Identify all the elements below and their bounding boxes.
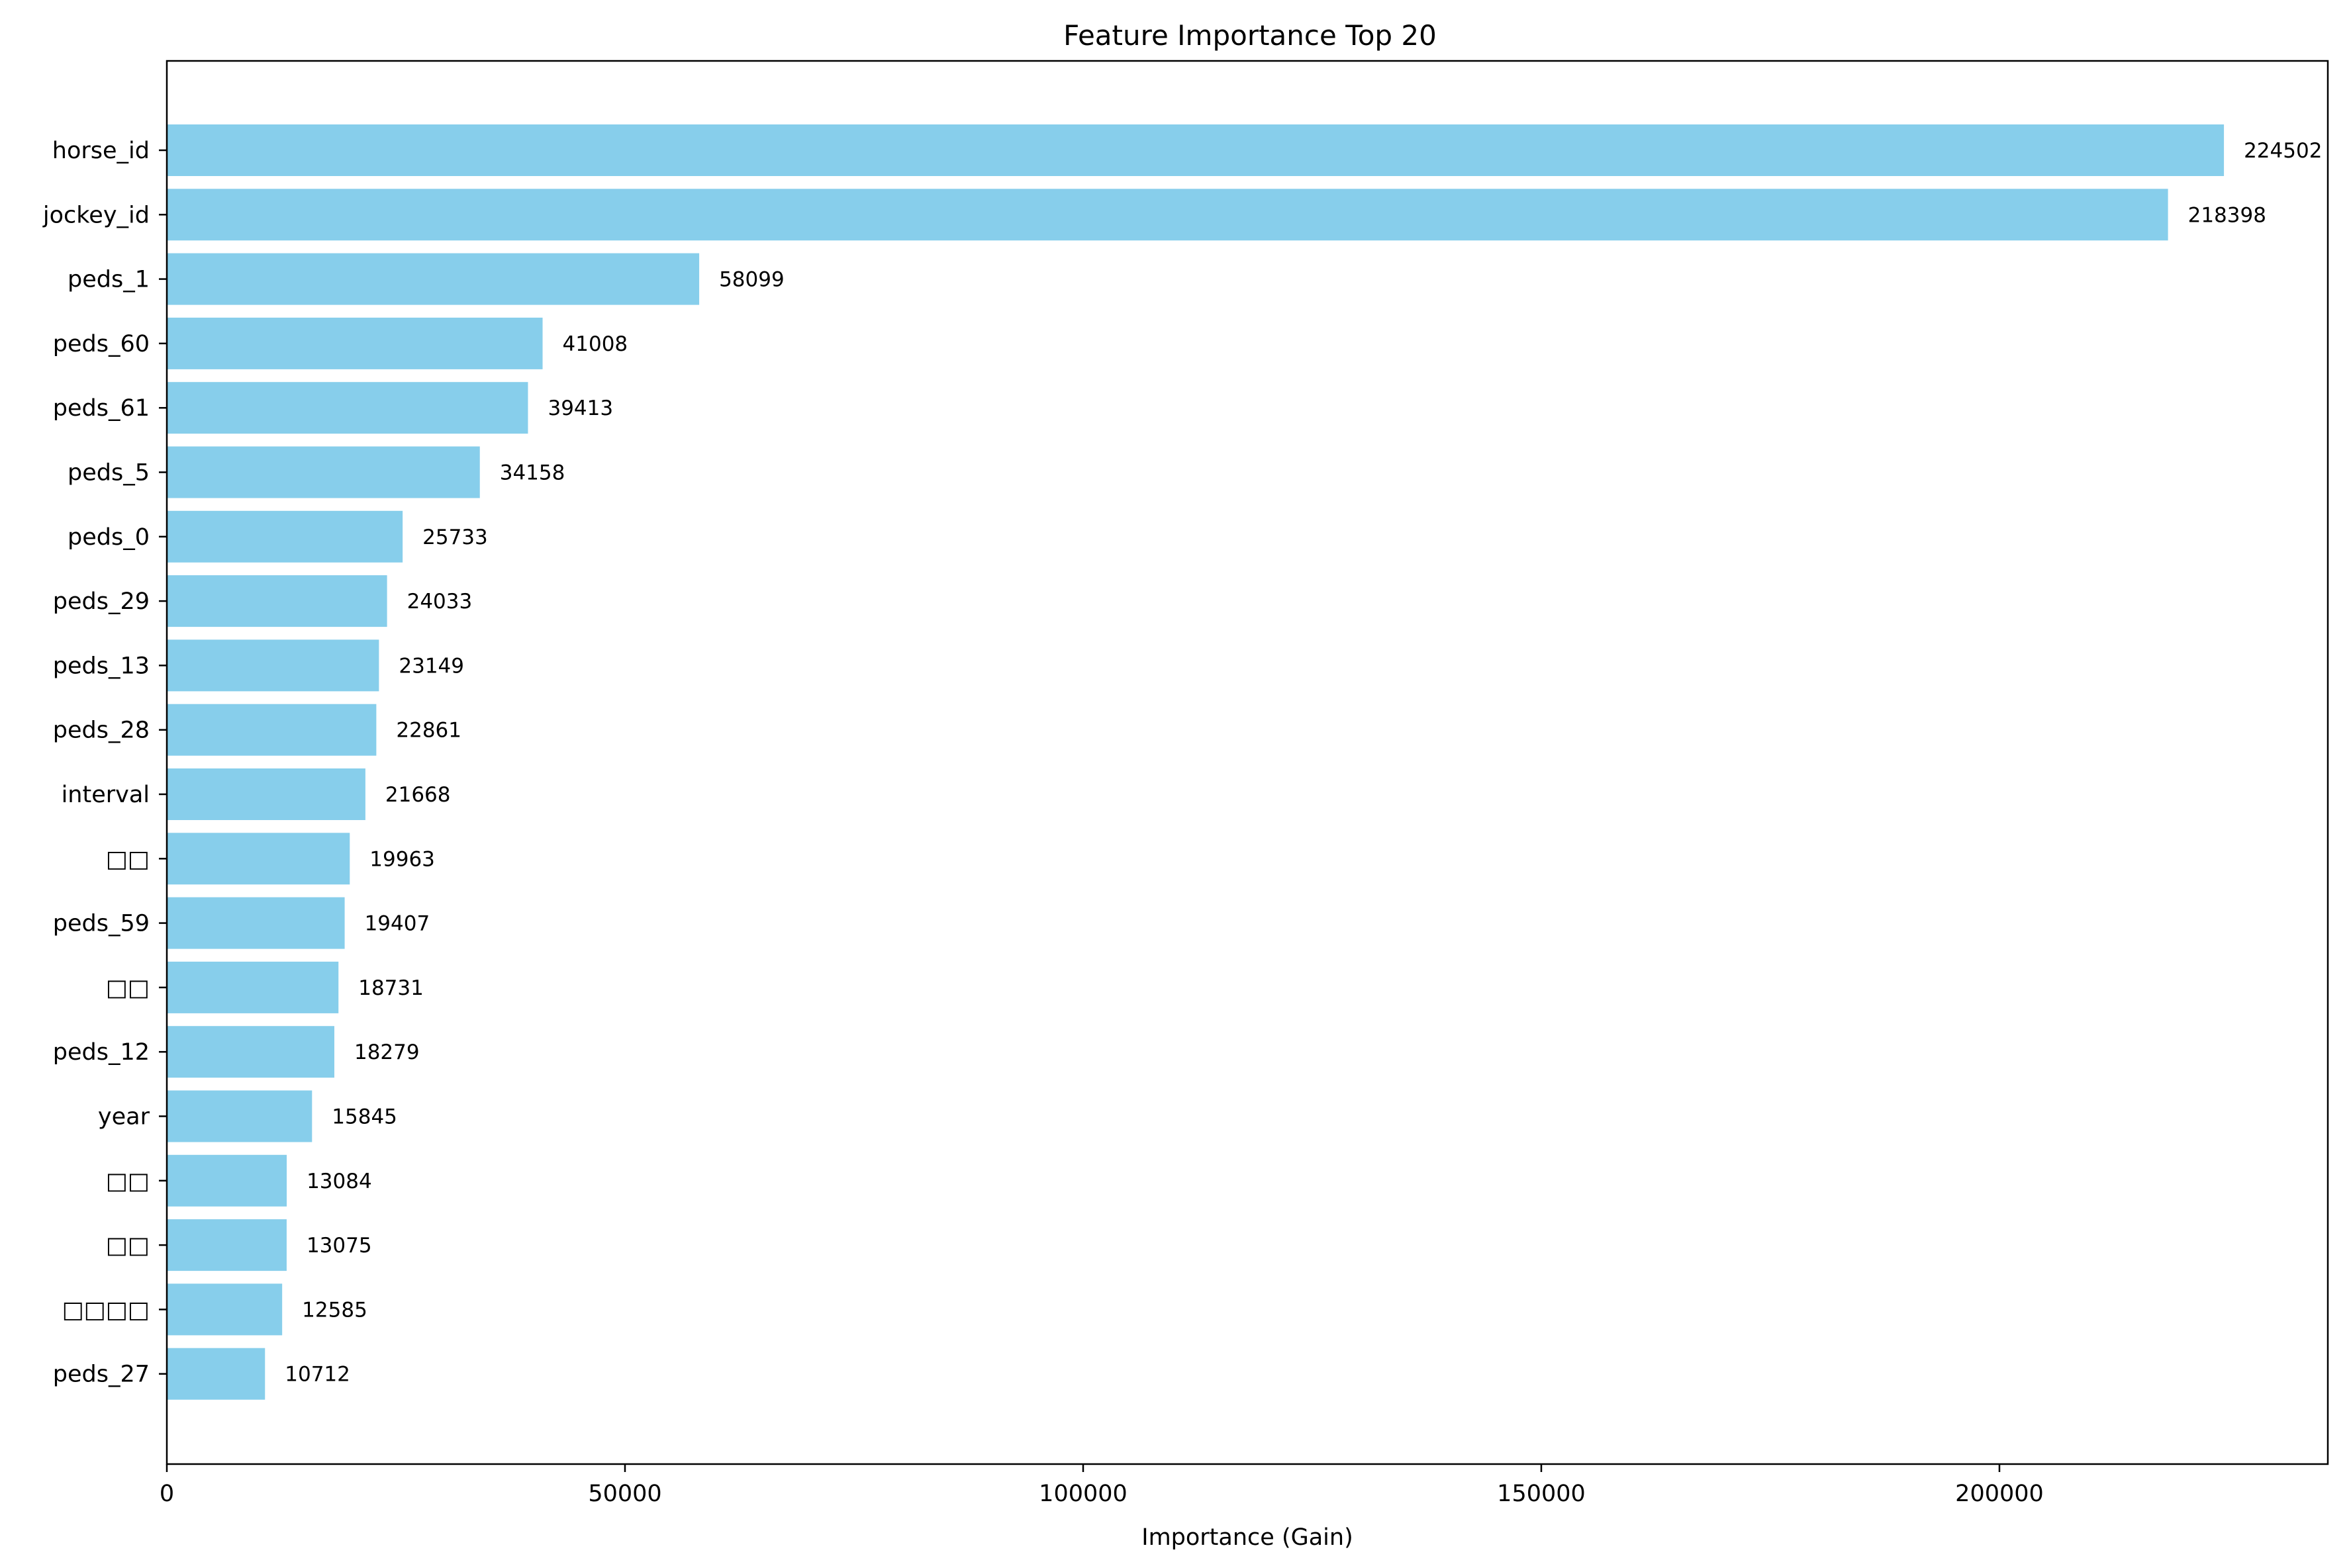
bar-14 — [167, 1026, 334, 1078]
bar-11 — [167, 833, 350, 885]
bar-10 — [167, 768, 365, 820]
data-label-15: 15845 — [332, 1105, 397, 1129]
x-axis-ticks: 0 50000 100000 150000 200000 — [160, 1464, 2044, 1507]
bar-5 — [167, 446, 480, 498]
y-tick-label-13: □□ — [106, 975, 150, 1001]
bar-2 — [167, 253, 700, 305]
bar-7 — [167, 575, 387, 627]
data-label-3: 41008 — [563, 332, 628, 356]
y-tick-label-9: peds_28 — [53, 717, 150, 744]
bars-layer — [167, 124, 2225, 1400]
bar-18 — [167, 1283, 283, 1336]
bar-15 — [167, 1090, 312, 1142]
bar-6 — [167, 510, 403, 563]
y-axis-ticks: horse_id jockey_id peds_1 peds_60 peds_61ped… — [42, 138, 167, 1388]
bar-16 — [167, 1154, 287, 1207]
y-tick-label-17: □□ — [106, 1232, 150, 1259]
bar-8 — [167, 639, 379, 692]
bar-12 — [167, 897, 345, 949]
data-label-0: 224502 — [2244, 139, 2322, 163]
bar-17 — [167, 1219, 287, 1271]
y-tick-label-8: peds_13 — [53, 653, 150, 679]
chart-title: Feature Importance Top 20 — [1063, 19, 1437, 52]
data-label-12: 19407 — [365, 912, 430, 936]
bar-1 — [167, 189, 2168, 241]
y-tick-label-4: peds_61 — [53, 395, 150, 422]
x-tick-label-2: 100000 — [1039, 1481, 1128, 1507]
data-label-19: 10712 — [285, 1363, 350, 1387]
y-tick-label-3: peds_60 — [53, 331, 150, 357]
x-tick-label-4: 200000 — [1955, 1481, 2044, 1507]
data-label-1: 218398 — [2188, 203, 2266, 227]
x-tick-label-1: 50000 — [588, 1481, 661, 1507]
y-tick-label-2: peds_1 — [68, 267, 150, 293]
data-label-17: 13075 — [307, 1234, 372, 1258]
y-tick-label-0: horse_id — [52, 138, 150, 164]
data-label-4: 39413 — [548, 396, 613, 420]
data-label-7: 24033 — [407, 590, 473, 614]
plot-frame — [166, 60, 2329, 1465]
data-label-10: 21668 — [385, 783, 451, 807]
data-label-14: 18279 — [354, 1040, 420, 1064]
data-label-5: 34158 — [500, 461, 565, 485]
bar-4 — [167, 382, 528, 434]
y-tick-label-14: peds_12 — [53, 1039, 150, 1066]
data-label-16: 13084 — [307, 1170, 372, 1193]
data-label-9: 22861 — [396, 719, 461, 743]
y-tick-label-11: □□ — [106, 846, 150, 872]
bar-3 — [167, 317, 543, 369]
y-tick-label-15: year — [98, 1104, 150, 1130]
y-tick-label-10: interval — [62, 782, 150, 808]
y-tick-label-5: peds_5 — [68, 460, 150, 486]
y-tick-label-7: peds_29 — [53, 588, 150, 615]
data-label-2: 58099 — [719, 268, 785, 292]
data-label-6: 25733 — [422, 526, 488, 549]
bar-19 — [167, 1348, 265, 1400]
data-label-13: 18731 — [358, 976, 424, 1000]
data-labels-layer: 224502 218398 58099 41008 39413 34158 25733 240… — [285, 139, 2322, 1387]
y-tick-label-12: peds_59 — [53, 911, 150, 937]
data-label-18: 12585 — [302, 1298, 367, 1322]
x-axis-label: Importance (Gain) — [1141, 1524, 1353, 1551]
y-tick-label-19: peds_27 — [53, 1361, 150, 1388]
data-label-8: 23149 — [399, 654, 464, 678]
y-tick-label-16: □□ — [106, 1168, 150, 1195]
x-tick-label-3: 150000 — [1497, 1481, 1586, 1507]
y-tick-label-18: □□□□ — [62, 1297, 150, 1323]
data-label-11: 19963 — [369, 847, 435, 871]
y-tick-label-1: jockey_id — [42, 202, 150, 228]
x-tick-label-0: 0 — [160, 1481, 174, 1507]
bar-13 — [167, 961, 339, 1013]
bar-0 — [167, 124, 2225, 176]
y-tick-label-6: peds_0 — [68, 524, 150, 551]
bar-9 — [167, 704, 377, 756]
